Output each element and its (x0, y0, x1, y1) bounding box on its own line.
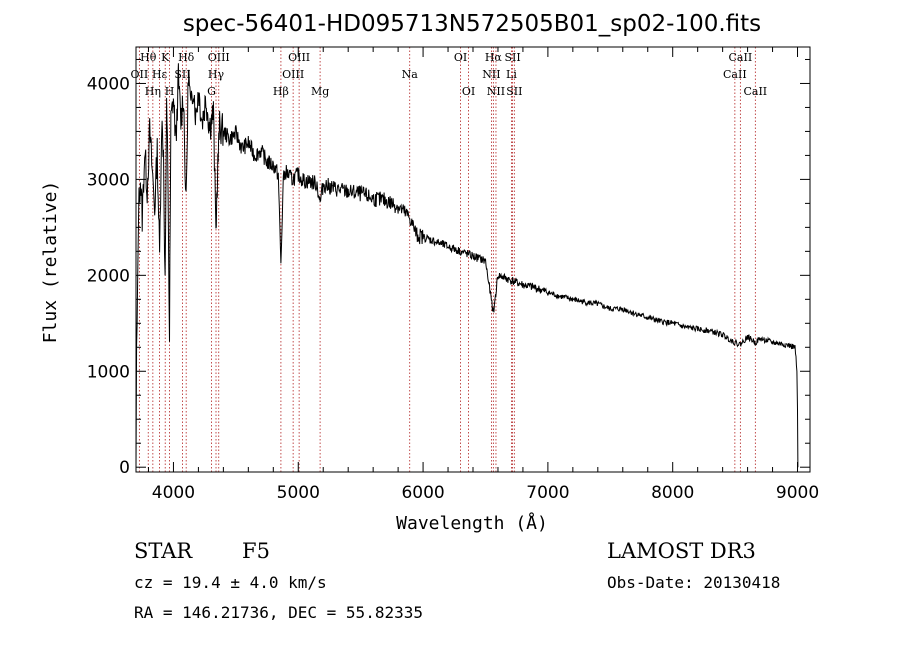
emission-line-label: Hβ (273, 85, 289, 98)
emission-line-label: OIII (208, 51, 230, 64)
y-tick-label: 1000 (87, 362, 130, 382)
y-axis-label: Flux (relative) (40, 181, 61, 344)
emission-line-label: Hδ (178, 51, 195, 64)
x-tick-label: 5000 (277, 483, 320, 503)
emission-line-label: Hη (145, 85, 161, 98)
y-tick-label: 3000 (87, 170, 130, 190)
emission-line-label: OIII (288, 51, 310, 64)
x-tick-label: 6000 (401, 483, 444, 503)
emission-line-label: SII (506, 85, 522, 98)
y-tick-label: 0 (119, 458, 130, 478)
survey-name: LAMOST DR3 (607, 539, 756, 563)
object-subclass: F5 (242, 539, 270, 563)
x-tick-label: 4000 (152, 483, 195, 503)
x-tick-label: 7000 (526, 483, 569, 503)
emission-line-label: Hα (485, 51, 503, 64)
x-axis-label: Wavelength (Å) (396, 512, 548, 534)
emission-line-label: SII (504, 51, 520, 64)
plot-frame (135, 46, 811, 473)
emission-line-group (138, 47, 756, 472)
emission-line-label: Hγ (208, 68, 225, 81)
emission-line-label: K (161, 51, 170, 64)
emission-line-label: CaII (723, 68, 747, 81)
emission-line-label: CaII (729, 51, 753, 64)
emission-line-label: NII (487, 85, 505, 98)
emission-line-label: CaII (743, 85, 767, 98)
emission-line-label: SII (174, 68, 190, 81)
redshift-velocity: cz = 19.4 ± 4.0 km/s (134, 573, 327, 592)
emission-line-label: Hθ (140, 51, 157, 64)
emission-line-label: OIII (282, 68, 304, 81)
sky-coordinates: RA = 146.21736, DEC = 55.82335 (134, 603, 423, 622)
x-axis-ticks: 4000 5000 6000 7000 8000 9000 (147, 47, 819, 503)
observation-date: Obs-Date: 20130418 (607, 573, 781, 592)
emission-line-label: Mg (311, 85, 329, 98)
chart-title: spec-56401-HD095713N572505B01_sp02-100.f… (183, 11, 761, 37)
emission-line-label: Na (402, 68, 419, 81)
flux-series-line (135, 63, 799, 468)
object-class: STAR (134, 539, 193, 563)
emission-line-label: G (207, 85, 216, 98)
y-tick-label: 2000 (87, 266, 130, 286)
emission-line-label: Li (506, 68, 517, 81)
emission-line-label: OI (454, 51, 467, 64)
emission-line-label: H (165, 85, 175, 98)
emission-line-label: OII (131, 68, 149, 81)
emission-line-label: OI (462, 85, 475, 98)
x-tick-label: 9000 (776, 483, 819, 503)
emission-line-label: Hε (152, 68, 168, 81)
y-tick-label: 4000 (87, 74, 130, 94)
x-tick-label: 8000 (651, 483, 694, 503)
emission-line-label: NII (482, 68, 500, 81)
emission-line-label-group: Hθ OII Hη K Hε H Hδ SII OIII Hγ G OIII OIII Hβ Mg Na OI O… (131, 51, 768, 98)
y-axis-ticks: 0 1000 2000 3000 4000 (87, 58, 810, 478)
